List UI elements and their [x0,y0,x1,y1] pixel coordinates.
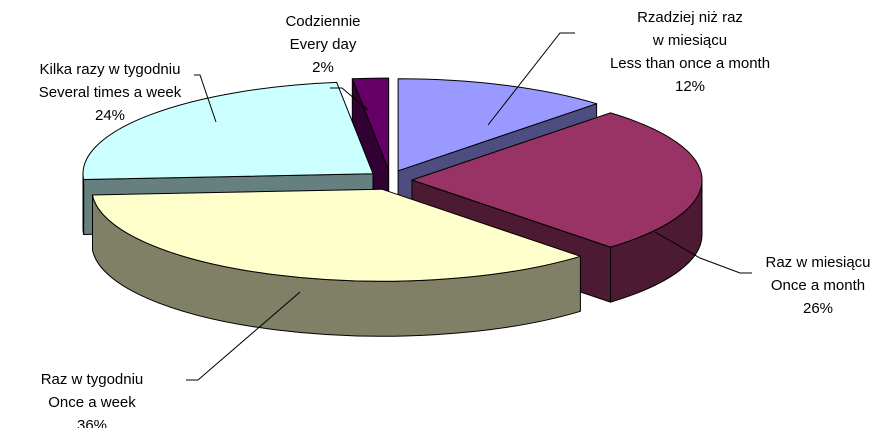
slice-label: Every day [290,36,357,53]
slice-label: Codziennie [285,13,360,30]
slice [82,81,374,180]
slice [411,112,703,248]
slice [92,188,581,282]
slice [397,78,598,172]
leader-line [194,74,217,123]
slice-label: Once a month [771,277,865,294]
leader-line [186,291,301,381]
slice-value-label: 26% [803,300,833,317]
slice-label: Several times a week [39,84,182,101]
slice-label: w miesiącu [652,32,727,49]
slice [351,77,390,171]
slice-label: Raz w miesiącu [765,254,870,271]
slice-label: Less than once a month [610,55,770,72]
slice-value-label: 36% [77,417,107,428]
leader-line [654,231,752,274]
slice-label: Once a week [48,394,136,411]
slice-wall [82,173,85,235]
leader-line [330,87,369,111]
slice-value-label: 12% [675,78,705,95]
slice-label: Raz w tygodniu [41,371,144,388]
slice-label: Kilka razy w tygodniu [40,61,181,78]
leader-line [487,32,575,126]
slice-value-label: 24% [95,107,125,124]
slice-label: Rzadziej niż raz [637,9,743,26]
slice-value-label: 2% [312,59,334,76]
